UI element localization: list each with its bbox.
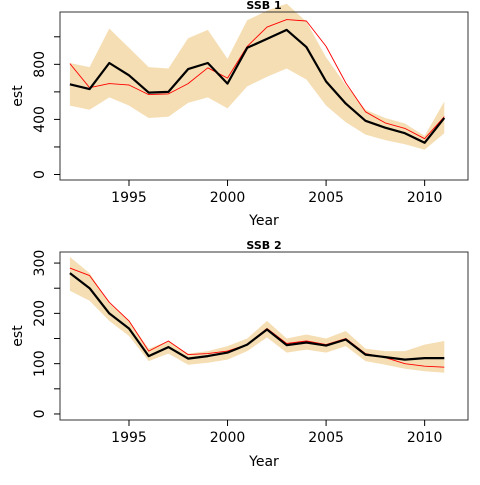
y-tick-label: 0 xyxy=(32,170,48,179)
y-tick-label: 800 xyxy=(32,51,48,78)
y-tick-label: 300 xyxy=(32,250,48,277)
y-axis-label: est xyxy=(10,325,26,347)
series-line-estimate xyxy=(69,28,446,144)
panel-title: SSB 2 xyxy=(246,239,281,252)
series-line-observed xyxy=(69,19,445,140)
x-tick-label: 2010 xyxy=(407,430,443,446)
x-tick-label: 1995 xyxy=(111,190,147,206)
x-tick-label: 2000 xyxy=(210,190,246,206)
confidence-band xyxy=(69,3,445,150)
x-tick-label: 2010 xyxy=(407,190,443,206)
x-tick-label: 1995 xyxy=(111,430,147,446)
x-axis-label: Year xyxy=(248,454,279,470)
x-tick-label: 2000 xyxy=(210,430,246,446)
plot-frame xyxy=(59,251,469,421)
plot-frame xyxy=(59,11,469,181)
x-tick-label: 2005 xyxy=(308,430,344,446)
x-tick-label: 2005 xyxy=(308,190,344,206)
x-axis-label: Year xyxy=(248,213,279,229)
y-tick-label: 200 xyxy=(32,300,48,327)
y-tick-label: 100 xyxy=(32,350,48,377)
panel-title: SSB 1 xyxy=(246,0,281,12)
series-line-estimate xyxy=(69,272,445,361)
y-tick-label: 0 xyxy=(32,410,48,419)
panel-ssb-1: 1995 2000 2005 2010 0 400 800 SSB 1 Year est xyxy=(10,0,469,229)
confidence-band xyxy=(69,257,445,373)
panel-ssb-2: 1995 2000 2005 2010 0 100 200 300 SSB 2 Year est xyxy=(10,239,469,470)
y-tick-label: 400 xyxy=(32,106,48,133)
y-axis-label: est xyxy=(10,85,26,107)
